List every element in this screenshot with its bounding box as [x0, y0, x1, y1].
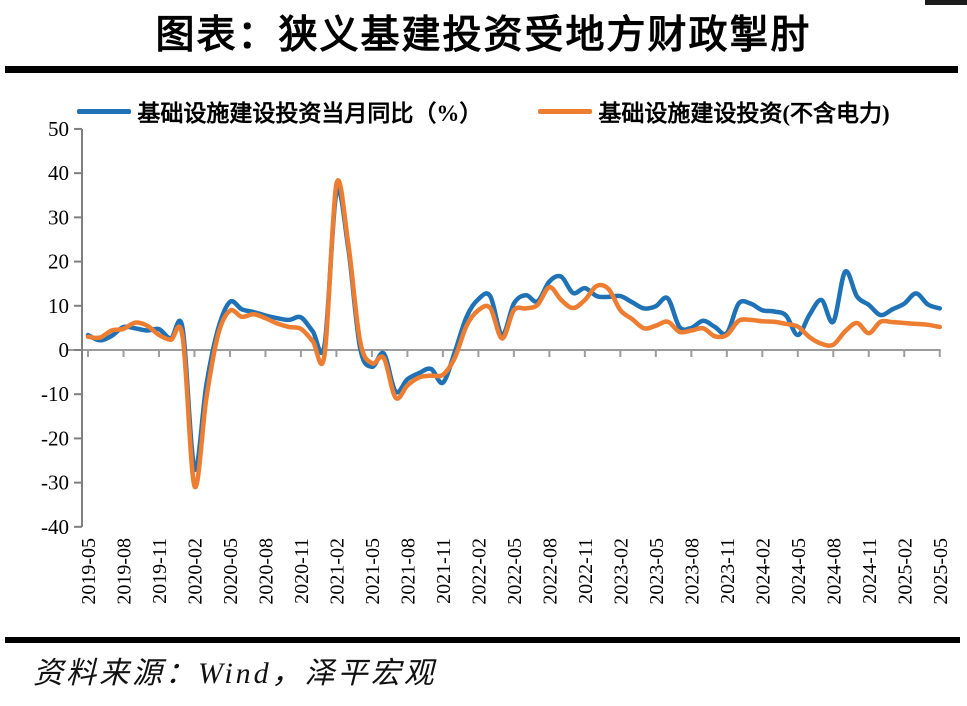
top-right-corner-bar [925, 0, 967, 5]
x-tick-label: 2023-02 [610, 538, 632, 605]
x-tick-label: 2022-02 [468, 538, 490, 605]
x-tick-label: 2025-05 [930, 538, 952, 605]
legend-item-ex-power: 基础设施建设投资(不含电力) [538, 94, 890, 128]
y-tick-label: -10 [41, 382, 69, 406]
x-tick-label: 2023-05 [646, 538, 668, 605]
x-tick-label: 2021-05 [362, 538, 384, 605]
x-tick-label: 2020-11 [291, 538, 313, 604]
y-tick-label: 20 [48, 250, 69, 274]
x-tick-label: 2019-08 [113, 538, 135, 605]
x-tick-label: 2021-08 [397, 538, 419, 605]
x-tick-label: 2020-08 [255, 538, 277, 605]
source-note: 资料来源：Wind，泽平宏观 [33, 657, 437, 690]
x-tick-label: 2024-08 [823, 538, 845, 605]
y-tick-label: 40 [48, 161, 69, 185]
y-tick-label: 10 [48, 294, 69, 318]
y-tick-label: 50 [48, 117, 69, 141]
x-tick-label: 2021-11 [433, 538, 455, 604]
bottom-divider [5, 637, 960, 643]
series-line-0 [85, 187, 943, 472]
x-tick-label: 2020-05 [220, 538, 242, 605]
legend-label-ex-power: 基础设施建设投资(不含电力) [598, 101, 890, 126]
y-tick-label: -30 [41, 471, 69, 495]
x-tick-label: 2022-11 [575, 538, 597, 604]
x-tick-label: 2024-05 [788, 538, 810, 605]
chart-legend: 基础设施建设投资当月同比（%） 基础设施建设投资(不含电力) [0, 94, 967, 128]
x-tick-label: 2020-02 [184, 538, 206, 605]
x-tick-label: 2024-02 [752, 538, 774, 605]
x-tick-label: 2025-02 [894, 538, 916, 605]
chart-title: 图表：狭义基建投资受地方财政掣肘 [155, 14, 812, 57]
x-tick-label: 2023-08 [681, 538, 703, 605]
x-tick-label: 2019-11 [149, 538, 171, 604]
legend-item-monthly-yoy: 基础设施建设投资当月同比（%） [77, 94, 482, 128]
top-divider [5, 66, 958, 73]
legend-line-sample-blue [77, 108, 132, 114]
y-tick-label: 0 [59, 338, 70, 362]
x-tick-label: 2021-02 [326, 538, 348, 605]
x-tick-label: 2024-11 [859, 538, 881, 604]
series-line-1 [85, 178, 943, 490]
x-tick-label: 2022-08 [539, 538, 561, 605]
legend-line-sample-orange [538, 108, 593, 114]
x-tick-label: 2022-05 [504, 538, 526, 605]
y-tick-label: -40 [41, 515, 69, 539]
x-tick-label: 2019-05 [78, 538, 100, 605]
y-tick-label: 30 [48, 205, 69, 229]
y-tick-label: -20 [41, 426, 69, 450]
x-tick-label: 2023-11 [717, 538, 739, 604]
legend-label-monthly-yoy: 基础设施建设投资当月同比（%） [137, 101, 483, 126]
